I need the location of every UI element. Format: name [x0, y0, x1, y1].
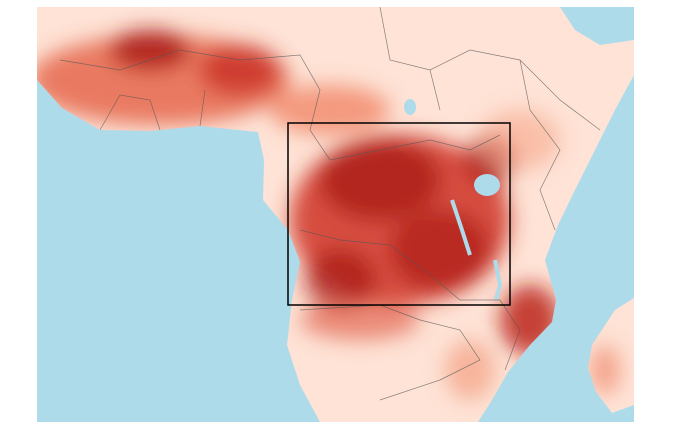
region-box — [287, 122, 511, 306]
lake — [404, 99, 416, 115]
border — [99, 89, 501, 161]
border — [59, 49, 321, 131]
map-area — [37, 7, 634, 422]
lake — [493, 259, 503, 301]
lake — [450, 199, 472, 256]
lake — [474, 174, 500, 196]
border — [379, 7, 601, 231]
